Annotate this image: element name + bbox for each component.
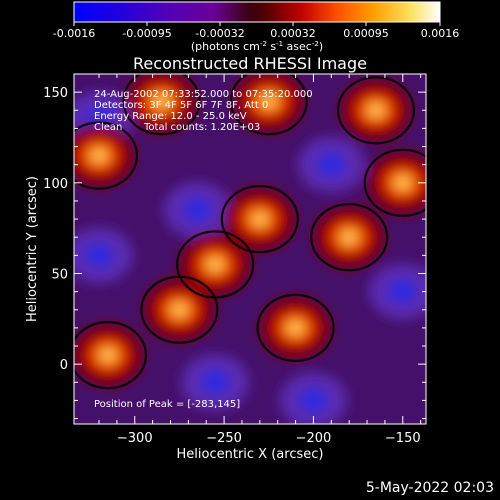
hot-peak — [290, 323, 301, 332]
rhessi-image — [74, 74, 426, 424]
annotation-method: Clean — [94, 122, 122, 133]
y-tick-label: 150 — [43, 86, 68, 101]
hot-peak — [156, 97, 167, 106]
y-tick-label: 50 — [51, 267, 68, 282]
x-tick-label: −300 — [117, 431, 153, 446]
cold-core — [299, 388, 328, 413]
hot-peak — [254, 215, 265, 224]
annotation-peak-position: Position of Peak = [-283,145] — [94, 399, 240, 410]
cold-core — [317, 152, 346, 177]
y-tick-label: 0 — [60, 358, 68, 373]
annotation-total-counts: Total counts: 1.20E+03 — [143, 122, 260, 133]
colorbar-ticks — [73, 22, 441, 26]
contour — [74, 320, 148, 390]
colorbar-tick-label: -0.00095 — [122, 27, 171, 40]
plot-title: Reconstructed RHESSI Image — [133, 54, 367, 73]
colorbar-tick-label: 0.00032 — [270, 27, 316, 40]
x-axis-label: Heliocentric X (arcsec) — [177, 447, 324, 462]
plot-frame — [73, 73, 427, 425]
cold-core — [183, 198, 212, 223]
cold-core — [388, 279, 417, 304]
contour — [229, 74, 308, 136]
colorbar-tick-label: -0.0016 — [53, 27, 95, 40]
hot-peak — [174, 305, 185, 314]
colorbar-tick-label: 0.00095 — [343, 27, 389, 40]
y-tick-label: 100 — [43, 177, 68, 192]
contour — [122, 74, 201, 136]
footer-timestamp: 5-May-2022 02:03 — [365, 480, 494, 496]
y-axis-label: Heliocentric Y (arcsec) — [25, 176, 40, 322]
hot-peak — [370, 106, 381, 115]
contour — [310, 203, 389, 272]
cold-core — [201, 370, 230, 395]
x-tick-label: −200 — [296, 431, 332, 446]
colorbar — [73, 1, 441, 23]
contour — [220, 184, 299, 254]
x-tick-label: −250 — [206, 431, 242, 446]
hot-peak — [344, 233, 355, 242]
hot-peak — [102, 351, 113, 360]
hot-peak — [397, 178, 408, 187]
x-tick-label: −150 — [385, 431, 421, 446]
annotation-detectors: Detectors: 3F 4F 5F 6F 7F 8F, Att 0 — [94, 100, 268, 111]
annotation-time-range: 24-Aug-2002 07:33:52.000 to 07:35:20.000 — [94, 89, 313, 100]
colorbar-tick-label: -0.00032 — [195, 27, 244, 40]
hot-peak — [263, 97, 274, 106]
image-annotations: 24-Aug-2002 07:33:52.000 to 07:35:20.000… — [94, 89, 313, 410]
colorbar-tick-label: 0.0016 — [421, 27, 460, 40]
hot-peak — [210, 260, 221, 269]
contour — [336, 76, 416, 145]
contour — [256, 293, 335, 362]
colorbar-tick-labels: -0.0016 -0.00095 -0.00032 0.00032 0.0009… — [53, 27, 459, 40]
contour — [363, 148, 426, 217]
colorbar-unit-label: (photons cm-2 s-1 asec-2) — [191, 40, 323, 53]
annotation-energy-range: Energy Range: 12.0 - 25.0 keV — [94, 111, 247, 122]
contour — [74, 121, 139, 190]
contour — [176, 230, 255, 299]
hot-peak — [94, 151, 105, 160]
cold-core — [85, 243, 114, 268]
